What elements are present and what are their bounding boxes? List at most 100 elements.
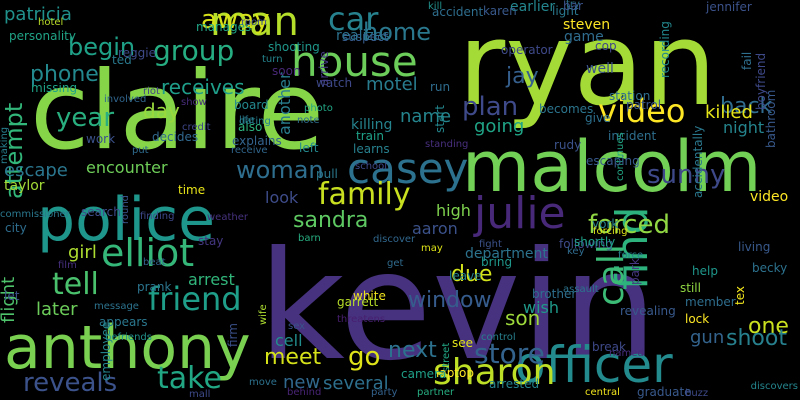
cloud-word: friend	[148, 280, 242, 318]
cloud-word: missing	[31, 81, 78, 95]
cloud-word: later	[36, 299, 78, 320]
cloud-word: well	[586, 61, 614, 77]
cloud-word: station	[609, 89, 651, 103]
cloud-word: work	[86, 132, 116, 146]
cloud-word: new	[283, 372, 321, 393]
cloud-word: member	[685, 295, 736, 309]
cloud-word: bathroom	[764, 89, 778, 148]
cloud-word: name	[400, 106, 452, 127]
cloud-word: julie	[474, 188, 566, 239]
cloud-word: family	[318, 177, 411, 212]
cloud-word: note	[297, 115, 320, 126]
cloud-word: show	[181, 97, 207, 108]
cloud-word: lock	[685, 312, 710, 326]
cloud-word: accidentally	[691, 126, 705, 199]
cloud-word: search	[81, 205, 121, 219]
cloud-word: becomes	[539, 102, 594, 116]
cloud-word: another	[275, 72, 294, 136]
cloud-word: making	[0, 126, 10, 164]
cloud-word: credit	[182, 122, 211, 133]
cloud-word: suspect	[342, 30, 389, 44]
cloud-word: school	[355, 161, 388, 172]
cloud-word: becky	[752, 261, 788, 275]
cloud-word: partner	[417, 387, 455, 398]
cloud-word: sex	[288, 321, 306, 332]
cloud-word: move	[249, 377, 277, 388]
cloud-word: park	[628, 257, 642, 285]
cloud-word: claire	[30, 49, 325, 174]
cloud-word: put	[132, 145, 149, 156]
cloud-word: wish	[523, 298, 560, 317]
cloud-word: personality	[9, 29, 76, 43]
cloud-word: shoot	[726, 326, 787, 351]
cloud-word: year	[56, 103, 115, 133]
cloud-word: commissioner	[0, 209, 70, 220]
cloud-word: jennifer	[706, 0, 752, 14]
cloud-word: left	[299, 141, 319, 155]
cloud-word: leave	[449, 269, 482, 283]
cloud-word: casey	[347, 144, 469, 193]
cloud-word: night	[723, 118, 765, 137]
cloud-word: laptop	[436, 366, 474, 380]
cloud-word: car	[328, 0, 379, 38]
cloud-word: house	[291, 37, 418, 86]
cloud-word: brother	[532, 287, 577, 301]
cloud-word: escape	[4, 160, 68, 181]
cloud-word: start	[433, 105, 447, 133]
cloud-word: explains	[232, 134, 282, 148]
cloud-word: bring	[481, 255, 513, 269]
cloud-word: wife	[258, 304, 269, 325]
cloud-word: look	[265, 188, 299, 207]
cloud-word: accident	[432, 5, 484, 19]
cloud-word: home	[363, 18, 432, 46]
cloud-word: control	[481, 332, 516, 343]
cloud-word: cop	[595, 39, 617, 53]
cloud-word: reveals	[23, 368, 118, 398]
cloud-word: window	[408, 288, 492, 313]
cloud-word: phone	[30, 62, 99, 87]
cloud-word: garrett	[337, 295, 379, 309]
cloud-word: jay	[506, 64, 539, 89]
cloud-word: woman	[236, 156, 324, 184]
cloud-word: soon	[272, 64, 301, 78]
cloud-word: meet	[264, 345, 322, 370]
cloud-word: discover	[373, 234, 416, 245]
cloud-word: anthony	[4, 313, 251, 383]
cloud-word: city	[5, 221, 27, 235]
cloud-word: killed	[705, 102, 753, 123]
cloud-word: train	[356, 129, 384, 143]
cloud-word: finding	[140, 211, 175, 222]
cloud-word: film	[58, 260, 77, 271]
cloud-word: break	[592, 340, 626, 354]
cloud-word: shortly	[574, 235, 616, 249]
cloud-word: game	[564, 29, 604, 45]
cloud-word: department	[465, 246, 548, 262]
cloud-word: gun	[690, 327, 725, 348]
cloud-word: tell	[52, 267, 99, 302]
cloud-word: central	[585, 387, 620, 398]
cloud-word: taylor	[4, 178, 45, 194]
cloud-word: board	[234, 98, 269, 112]
cloud-word: mall	[189, 389, 211, 400]
cloud-word: take	[157, 361, 222, 396]
cloud-word: earlier	[510, 0, 556, 15]
cloud-word: manages	[196, 20, 252, 34]
cloud-word: kevin	[258, 220, 658, 394]
cloud-word: beat	[143, 257, 166, 268]
cloud-word: discovers	[750, 381, 798, 392]
cloud-word: high	[436, 201, 471, 220]
cloud-word: shooting	[268, 40, 320, 54]
cloud-word: hotel	[38, 17, 64, 28]
cloud-word: patricia	[4, 4, 72, 25]
cloud-word: standing	[425, 139, 469, 150]
cloud-word: get	[387, 258, 404, 269]
cloud-word: involved	[104, 94, 147, 105]
cloud-word: killing	[351, 117, 393, 133]
cloud-word: fail	[740, 51, 754, 70]
cloud-word: karen	[483, 4, 517, 18]
cloud-word: forcing	[593, 226, 628, 237]
cloud-word: round	[120, 194, 131, 224]
cloud-word: buzz	[685, 388, 709, 399]
cloud-word: begin	[68, 33, 136, 61]
